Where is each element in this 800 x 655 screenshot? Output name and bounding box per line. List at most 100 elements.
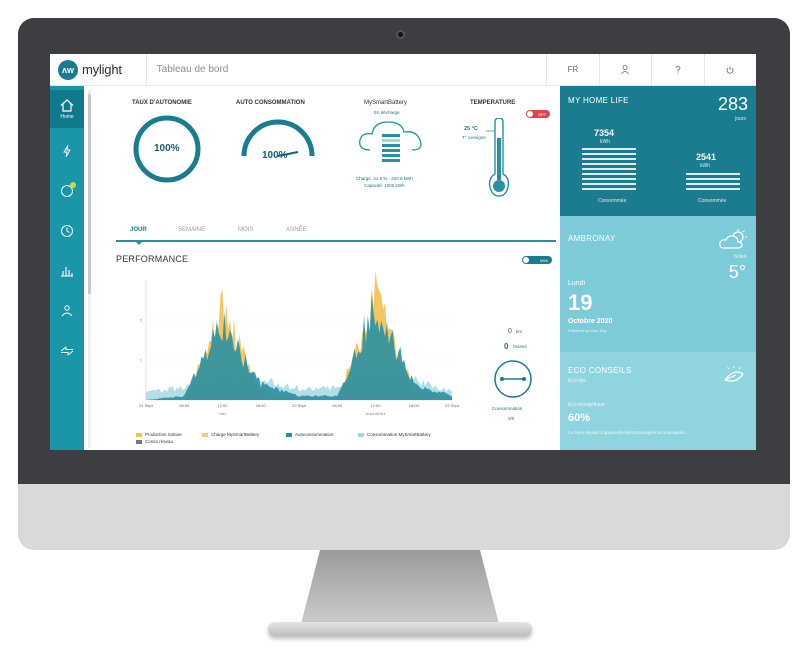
legend-item[interactable]: Consommation MySmartBattery [358,432,431,437]
monitor-stand [300,550,500,628]
scrollbar-thumb[interactable] [88,94,91,294]
weather-powered: Powered by Dark Sky [568,328,607,333]
logo[interactable]: ʌw mylight [50,59,146,80]
tab-semaine[interactable]: SEMAINE [178,227,206,233]
weather-day: Lundi [568,280,586,287]
consumption-circle-icon [494,360,532,398]
help-button[interactable] [651,54,703,86]
eco-subtitle: Eco-tips [568,378,587,384]
sidebar-item-share[interactable] [50,332,84,370]
legend-swatch [358,432,364,437]
legend-label: Production Solaire [145,432,182,437]
eco-percent: 60% [568,412,591,424]
home-life-panel[interactable]: MY HOME LIFE 283 jours 7354 kWh Consommé… [560,86,756,216]
home-life-bar [582,168,636,170]
legend-item[interactable]: Charge MySmartBattery [202,432,259,437]
x-tick-label: 06:00 [179,403,190,408]
home-life-left-unit: kWh [600,139,610,145]
language-button[interactable]: FR [546,54,598,86]
home-life-left-caption: Consommée [598,198,627,204]
home-life-bar [582,153,636,155]
home-life-bar [686,188,740,190]
sidebar-item-history[interactable] [50,212,84,250]
autoconso-value: 100% [262,150,288,161]
notification-dot [70,182,76,188]
user-button[interactable] [598,54,651,86]
eco-text: Le foyer équipé d'appareils électroménag… [568,430,689,435]
series-area-autoconsommation[interactable] [146,293,452,400]
battery-title: MySmartBattery [364,100,408,106]
eco-title: ECO CONSEILS [568,366,632,375]
home-life-bar [582,188,636,190]
side-footer: 0/0 [508,416,515,421]
help-icon [675,65,681,74]
legend-swatch [136,439,142,444]
side-caption: Consommation [492,406,523,411]
legend-swatch [286,432,292,437]
sidebar-item-label: Home [60,113,74,120]
x-period-label: Hier [219,411,227,416]
autoconso-title: AUTO CONSOMMATION [236,100,305,106]
sidebar-item-stats[interactable] [50,252,84,290]
home-life-bar [582,163,636,165]
battery-status: En décharge [374,110,400,115]
autonomie-title: TAUX D'AUTONOMIE [132,100,192,106]
bar-chart-icon [61,267,73,277]
weather-temperature: 5° [728,262,746,282]
temperature-value: 25 °C [464,126,478,132]
legend-label: Charge MySmartBattery [211,432,260,437]
tab-annee[interactable]: ANNÉE [286,227,307,233]
tab-jour[interactable]: JOUR [130,227,147,233]
logo-text: mylight [82,62,122,77]
home-life-total: 283 [717,94,748,114]
side-unit-top: km [516,329,522,334]
home-icon [60,98,74,112]
sidebar: Home [50,86,84,450]
temperature-setpoint-label: T° consigne [462,135,486,140]
legend-swatch [136,432,142,437]
partly-cloudy-icon [719,229,747,249]
sidebar-item-energy[interactable] [50,132,84,170]
home-life-right-value: 2541 [696,152,717,162]
home-life-bar [686,178,740,180]
tab-mois[interactable]: MOIS [238,227,254,233]
y-tick-label: 1 [140,358,143,363]
weather-month-year: Octobre 2020 [568,318,613,325]
side-unit-mid: heures [513,344,527,349]
unit-toggle[interactable]: kWh [522,256,552,264]
logout-button[interactable] [703,54,756,86]
home-life-bar [582,183,636,185]
sidebar-item-home[interactable]: Home [50,90,84,128]
home-life-total-unit: jours [735,116,746,122]
weather-panel[interactable]: AMBRONAY Soleil 5° Lundi 19 Octobre 2020… [560,216,756,352]
eco-tips-panel[interactable]: ECO CONSEILS Eco-tips Eco-énergétique 60… [560,352,756,450]
logo-icon: ʌw [58,59,78,80]
active-tab-indicator [134,240,144,245]
home-life-bar [686,173,740,175]
y-tick-label: 2 [140,318,143,323]
users-icon [61,305,73,317]
autoconso-gauge [241,119,315,157]
performance-chart[interactable]: 2 1 21 Sept 06:00 12:00 18:00 22 Sept 06:00 12:0… [134,272,460,422]
sidebar-item-community[interactable] [50,292,84,330]
legend-label: Consommation MySmartBattery [367,432,431,437]
sidebar-item-devices[interactable] [50,172,84,210]
x-tick-label: 22 Sept [445,403,460,408]
legend-item[interactable]: Autoconsommation [286,432,334,437]
home-life-right-caption: Consommée [698,198,727,204]
home-life-bar [686,183,740,185]
devices-icon [61,185,73,197]
legend-label: Conso réseau [145,439,174,444]
top-bar: ʌw mylight Tableau de bord FR [50,54,756,86]
clock-icon [61,225,73,237]
eco-category: Eco-énergétique [568,402,605,408]
main-content: TAUX D'AUTONOMIE 100% AUTO CONSOMMATION … [94,86,558,450]
power-icon [726,66,734,74]
legend-item[interactable]: Production Solaire [136,432,182,437]
webcam [396,30,405,39]
legend-item[interactable]: Conso réseau [136,439,173,444]
home-life-bar [582,178,636,180]
performance-title: PERFORMANCE [116,254,189,264]
x-tick-label: 06:00 [332,403,343,408]
temperature-toggle[interactable]: OFF [526,110,550,118]
